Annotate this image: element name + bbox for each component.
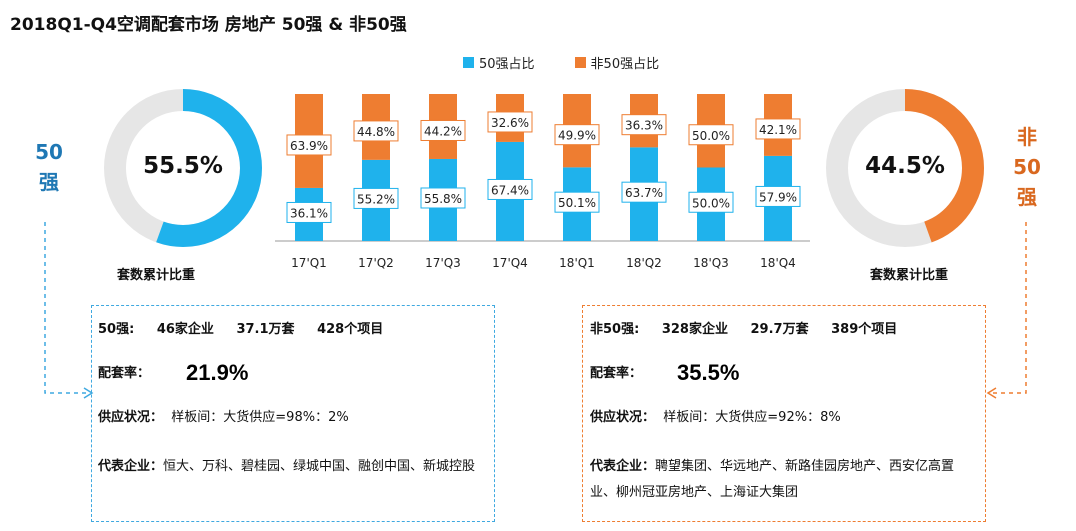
data-label-box-non50-2: [420, 119, 466, 141]
left-supply-value: 样板间：大货供应=98%：2%: [171, 410, 349, 425]
x-tick-label-0: 17'Q1: [291, 256, 327, 270]
data-label-box-50-7: [755, 185, 801, 207]
data-label-50-3: 67.4%: [491, 183, 529, 197]
legend-swatch-50: [463, 57, 474, 68]
legend-swatch-non50: [574, 57, 586, 68]
data-label-box-50-5: [621, 181, 667, 203]
right-side-label-line3: 强: [1017, 185, 1037, 209]
data-label-box-non50-7: [755, 118, 801, 140]
right-summary-row: 非50强: 328家企业 29.7万套 389个项目: [590, 318, 915, 337]
x-tick-label-6: 18'Q3: [693, 256, 729, 270]
x-tick-label-1: 17'Q2: [358, 256, 394, 270]
right-summary-group: 非50强:: [590, 322, 640, 337]
data-label-50-0: 36.1%: [290, 206, 328, 220]
left-info-panel: [91, 305, 495, 522]
data-label-non50-1: 44.8%: [357, 125, 395, 139]
left-donut-chart: [104, 89, 262, 247]
data-label-box-50-0: [286, 201, 332, 223]
x-tick-label-3: 17'Q4: [492, 256, 528, 270]
chart-legend: 50强占比 非50强占比: [463, 53, 659, 72]
data-label-box-non50-1: [353, 120, 399, 142]
data-label-non50-7: 42.1%: [759, 123, 797, 137]
data-label-box-non50-3: [487, 111, 533, 133]
left-side-label-line1: 50: [35, 140, 63, 164]
left-supply: 供应状况： 样板间：大货供应=98%：2%: [98, 406, 349, 425]
left-side-label: 50 强: [26, 137, 72, 197]
data-label-non50-6: 50.0%: [692, 129, 730, 143]
data-label-50-1: 55.2%: [357, 192, 395, 206]
data-label-50-7: 57.9%: [759, 190, 797, 204]
data-label-non50-5: 36.3%: [625, 119, 663, 133]
page-title: 2018Q1-Q4空调配套市场 房地产 50强 & 非50强: [10, 15, 407, 35]
data-label-50-4: 50.1%: [558, 196, 596, 210]
left-summary-companies: 46家企业: [156, 322, 214, 337]
right-donut-arc: [826, 89, 984, 247]
legend-label-50: 50强占比: [479, 57, 535, 72]
x-tick-label-7: 18'Q4: [760, 256, 796, 270]
right-side-label: 非 50 强: [1004, 122, 1050, 212]
right-donut-caption: 套数累计比重: [870, 268, 949, 283]
right-rate-label: 配套率：: [590, 366, 643, 381]
left-donut-arc: [104, 89, 262, 247]
data-label-50-5: 63.7%: [625, 186, 663, 200]
left-summary-units: 37.1万套: [236, 322, 295, 337]
right-info-panel: [582, 305, 986, 522]
left-rate-value: 21.9%: [186, 360, 249, 385]
data-label-non50-2: 44.2%: [424, 124, 462, 138]
right-rep-label: 代表企业：: [590, 459, 656, 474]
data-label-box-50-6: [688, 191, 734, 213]
left-summary-group: 50强:: [98, 322, 135, 337]
data-label-box-non50-0: [286, 134, 332, 156]
left-rep-value: 恒大、万科、碧桂园、绿城中国、融创中国、新城控股: [163, 459, 476, 474]
x-tick-label-5: 18'Q2: [626, 256, 662, 270]
x-tick-label-2: 17'Q3: [425, 256, 461, 270]
data-label-box-non50-6: [688, 124, 734, 146]
left-supply-label: 供应状况：: [98, 410, 164, 425]
right-rate-value: 35.5%: [677, 360, 740, 385]
data-label-box-50-4: [554, 191, 600, 213]
right-rep-value: 聘望集团、华远地产、新路佳园房地产、西安亿高置业、柳州冠亚房地产、上海证大集团: [590, 459, 955, 500]
right-side-label-line2: 50: [1013, 155, 1041, 179]
right-donut-chart: [826, 89, 984, 247]
data-label-box-50-1: [353, 187, 399, 209]
left-summary-projects: 428个项目: [317, 322, 384, 337]
x-tick-label-4: 18'Q1: [559, 256, 595, 270]
data-label-box-non50-4: [554, 124, 600, 146]
left-rep-label: 代表企业：: [98, 459, 164, 474]
data-label-50-2: 55.8%: [424, 192, 462, 206]
data-label-non50-4: 49.9%: [558, 129, 596, 143]
right-side-label-line1: 非: [1017, 125, 1037, 149]
left-rate-label: 配套率：: [98, 366, 151, 381]
left-rep: 代表企业：恒大、万科、碧桂园、绿城中国、融创中国、新城控股: [98, 454, 490, 480]
right-supply: 供应状况： 样板间：大货供应=92%：8%: [590, 406, 841, 425]
data-label-non50-3: 32.6%: [491, 116, 529, 130]
data-label-non50-0: 63.9%: [290, 139, 328, 153]
data-label-box-50-2: [420, 187, 466, 209]
right-donut-value: 44.5%: [865, 153, 945, 179]
data-label-50-6: 50.0%: [692, 196, 730, 210]
right-summary-companies: 328家企业: [661, 322, 728, 337]
left-summary-row: 50强: 46家企业 37.1万套 428个项目: [98, 318, 401, 337]
right-supply-value: 样板间：大货供应=92%：8%: [663, 410, 841, 425]
right-summary-units: 29.7万套: [750, 322, 809, 337]
left-side-label-line2: 强: [39, 170, 59, 194]
left-donut-caption: 套数累计比重: [117, 268, 196, 283]
data-label-box-50-3: [487, 178, 533, 200]
right-supply-label: 供应状况：: [590, 410, 656, 425]
right-summary-projects: 389个项目: [831, 322, 898, 337]
left-donut-value: 55.5%: [143, 153, 223, 179]
right-rep: 代表企业：聘望集团、华远地产、新路佳园房地产、西安亿高置业、柳州冠亚房地产、上海…: [590, 454, 980, 506]
data-label-box-non50-5: [621, 114, 667, 136]
legend-label-non50: 非50强占比: [590, 57, 660, 72]
